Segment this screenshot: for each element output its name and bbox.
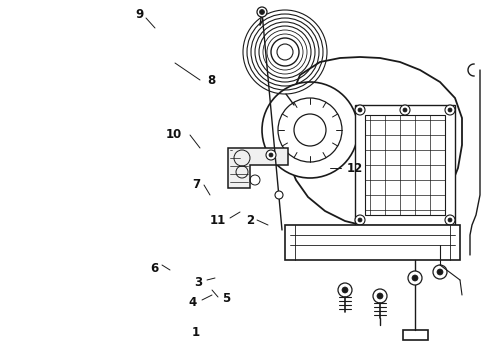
Circle shape [412, 275, 418, 281]
Text: 9: 9 [135, 9, 143, 22]
Circle shape [266, 150, 276, 160]
Polygon shape [355, 105, 455, 225]
Text: 6: 6 [150, 261, 158, 274]
Circle shape [377, 293, 383, 299]
Text: 11: 11 [210, 213, 226, 226]
Circle shape [277, 44, 293, 60]
Circle shape [403, 108, 407, 112]
Circle shape [269, 153, 273, 157]
Circle shape [433, 265, 447, 279]
Circle shape [373, 289, 387, 303]
Polygon shape [403, 330, 428, 340]
Circle shape [445, 215, 455, 225]
Text: 8: 8 [207, 73, 215, 86]
Circle shape [400, 105, 410, 115]
Text: 7: 7 [192, 179, 200, 192]
Circle shape [358, 218, 362, 222]
Circle shape [260, 9, 265, 14]
Circle shape [448, 218, 452, 222]
Circle shape [358, 108, 362, 112]
Text: 3: 3 [194, 276, 202, 289]
Circle shape [448, 108, 452, 112]
Text: 2: 2 [246, 213, 254, 226]
Text: 1: 1 [192, 325, 200, 338]
Circle shape [275, 191, 283, 199]
Circle shape [257, 7, 267, 17]
Circle shape [408, 271, 422, 285]
Text: 5: 5 [222, 292, 230, 305]
Polygon shape [285, 57, 462, 227]
Polygon shape [228, 148, 288, 188]
Circle shape [355, 105, 365, 115]
Circle shape [437, 269, 443, 275]
Polygon shape [285, 225, 460, 260]
Circle shape [355, 215, 365, 225]
Circle shape [445, 105, 455, 115]
Circle shape [262, 82, 358, 178]
Circle shape [342, 287, 348, 293]
Circle shape [338, 283, 352, 297]
Text: 4: 4 [189, 296, 197, 309]
Text: 10: 10 [166, 129, 182, 141]
Text: 12: 12 [347, 162, 363, 175]
